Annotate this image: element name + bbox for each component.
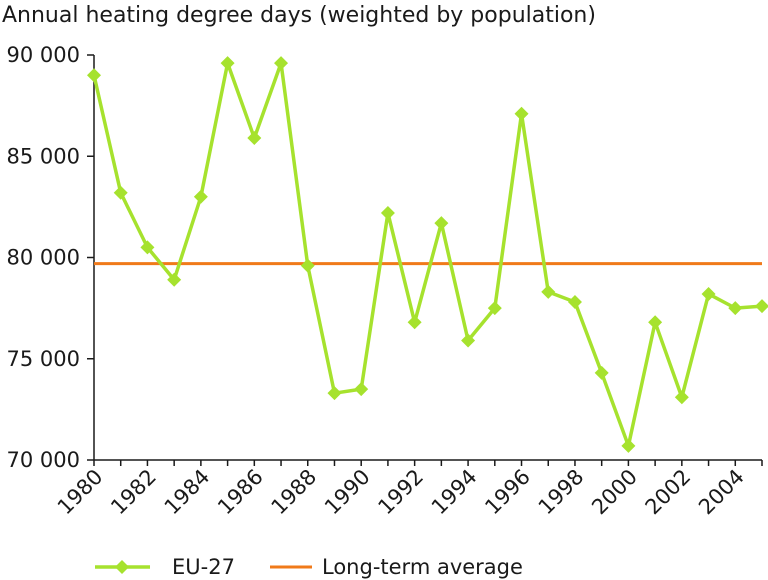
data-point-marker xyxy=(541,284,556,299)
series-line-eu-27 xyxy=(92,61,763,448)
axes xyxy=(93,55,762,461)
x-tick-label: 1986 xyxy=(213,465,268,520)
data-point-marker xyxy=(274,56,289,71)
y-axis-ticks: 70 000 75 000 80 000 85 000 90 000 xyxy=(7,43,94,472)
x-tick-label: 1996 xyxy=(480,465,535,520)
legend-average-label: Long-term average xyxy=(322,555,523,579)
legend-series-label: EU-27 xyxy=(172,555,235,579)
y-tick-label: 75 000 xyxy=(7,347,80,371)
data-point-marker xyxy=(674,390,689,405)
data-point-marker xyxy=(407,315,422,330)
x-tick-label: 1984 xyxy=(160,465,215,520)
y-tick-label: 70 000 xyxy=(7,448,80,472)
y-tick-label: 85 000 xyxy=(7,144,80,168)
data-point-marker xyxy=(755,299,768,314)
x-tick-label: 1998 xyxy=(534,465,589,520)
x-tick-label: 1988 xyxy=(267,465,322,520)
data-point-marker xyxy=(354,382,369,397)
data-point-marker xyxy=(567,295,582,310)
x-tick-label: 2000 xyxy=(587,465,642,520)
data-point-marker xyxy=(594,365,609,380)
chart-title: Annual heating degree days (weighted by … xyxy=(2,3,596,28)
y-tick-label: 90 000 xyxy=(7,43,80,67)
data-point-marker xyxy=(621,438,636,453)
data-point-marker xyxy=(461,333,476,348)
data-point-marker xyxy=(487,301,502,316)
legend: EU-27 Long-term average xyxy=(95,555,523,579)
data-point-marker xyxy=(220,56,235,71)
legend-series-marker-icon xyxy=(115,560,129,574)
data-point-marker xyxy=(247,131,262,146)
data-point-marker xyxy=(380,205,395,220)
data-point-marker xyxy=(728,301,743,316)
data-point-marker xyxy=(648,315,663,330)
x-tick-label: 1992 xyxy=(373,465,428,520)
data-point-marker xyxy=(140,240,155,255)
series-markers-eu-27 xyxy=(87,56,768,453)
x-tick-label: 1994 xyxy=(427,465,482,520)
x-tick-label: 2004 xyxy=(694,465,749,520)
data-point-marker xyxy=(167,272,182,287)
data-point-marker xyxy=(327,386,342,401)
data-point-marker xyxy=(434,216,449,231)
data-point-marker xyxy=(87,68,101,83)
x-tick-label: 1982 xyxy=(106,465,161,520)
data-point-marker xyxy=(193,189,208,204)
data-point-marker xyxy=(514,106,529,121)
x-tick-label: 1980 xyxy=(53,465,108,520)
data-point-marker xyxy=(701,286,716,301)
y-tick-label: 80 000 xyxy=(7,246,80,270)
data-point-marker xyxy=(113,185,128,200)
x-axis-ticks: 1980198219841986198819901992199419961998… xyxy=(53,460,763,520)
x-tick-label: 2002 xyxy=(641,465,696,520)
data-point-marker xyxy=(300,258,315,273)
x-tick-label: 1990 xyxy=(320,465,375,520)
